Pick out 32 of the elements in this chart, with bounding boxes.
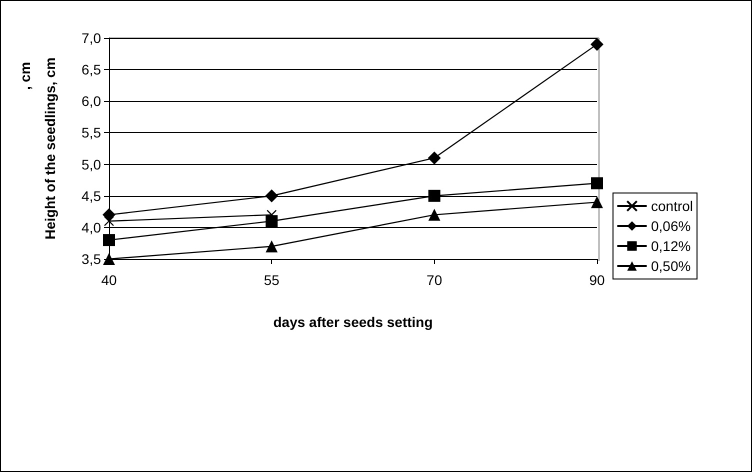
x-axis-title: days after seeds setting (273, 314, 433, 330)
y-tick-label: 4,5 (82, 188, 102, 204)
x-tick-label: 55 (264, 272, 280, 288)
legend-label: 0,50% (651, 258, 691, 274)
x-tick-label: 70 (426, 272, 442, 288)
x-tick-label: 40 (101, 272, 117, 288)
y-tick-label: 3,5 (82, 251, 102, 267)
y-tick-label: 6,5 (82, 62, 102, 78)
legend-label: 0,06% (651, 218, 691, 234)
point (103, 253, 115, 265)
y-tick-label: 5,5 (82, 124, 102, 141)
y-axis-title: Height of the seedlings, cm (42, 57, 58, 240)
point (428, 190, 440, 202)
point (591, 177, 603, 190)
y-tick-label: 4,0 (82, 219, 102, 236)
point (104, 216, 114, 226)
text: , cm (17, 62, 33, 90)
legend-label: 0,12% (651, 238, 691, 254)
point (103, 234, 115, 246)
x-tick-label: 90 (589, 272, 605, 288)
point (428, 151, 441, 164)
point (428, 208, 440, 221)
point (591, 196, 603, 208)
y-tick-label: 6,0 (82, 93, 102, 110)
point (102, 208, 116, 222)
y-tick-label: 5,0 (82, 156, 102, 172)
point (266, 215, 278, 228)
y-tick-label: 7,0 (82, 30, 102, 46)
legend-label: control (651, 198, 694, 214)
point (266, 240, 278, 252)
point (590, 38, 604, 51)
point (265, 189, 278, 202)
